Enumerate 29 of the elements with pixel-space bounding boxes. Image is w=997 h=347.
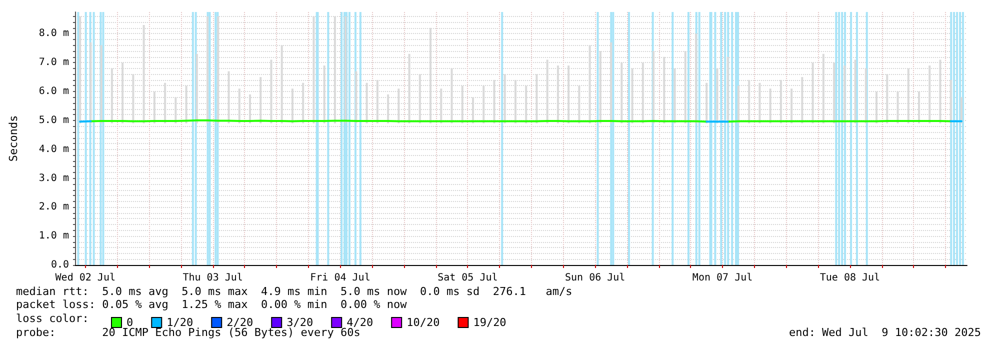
x-tick-label: Wed 02 Jul (55, 272, 116, 284)
x-tick-label: Tue 08 Jul (820, 272, 880, 284)
legend-label: 4/20 (346, 316, 374, 329)
x-tick-label: Sun 06 Jul (565, 272, 626, 284)
y-tick-label: 1.0 m (38, 230, 69, 242)
y-tick-label: 8.0 m (38, 28, 69, 40)
x-tick-label: Fri 04 Jul (310, 272, 370, 284)
legend-label: 2/20 (226, 316, 254, 329)
y-tick-label: 5.0 m (38, 114, 69, 126)
text: packet loss: 0.05 % avg 1.25 % max 0.00 % min 0.00 % now (16, 298, 408, 311)
legend-label: 1/20 (166, 316, 194, 329)
legend-title: loss color: (16, 312, 89, 325)
y-tick-label: 2.0 m (38, 202, 69, 213)
legend-label: 0 (126, 316, 134, 329)
y-tick-label: 7.0 m (38, 57, 69, 68)
y-tick-label: 4.0 m (38, 144, 69, 155)
text: median rtt: 5.0 ms avg 5.0 ms max 4.9 ms min 5.0 ms now 0.0 ms sd 276.1 am/s (16, 285, 572, 298)
y-tick-label: 0.0 (50, 260, 69, 270)
y-tick-label: 3.0 m (38, 172, 69, 184)
x-tick-label: Mon 07 Jul (692, 272, 753, 284)
text: probe: 20 ICMP Echo Pings (56 Bytes) every 60s (16, 326, 360, 339)
y-axis-title: Seconds (7, 115, 20, 162)
legend-label: 10/20 (406, 316, 440, 329)
legend-label: 3/20 (286, 316, 314, 329)
legend-label: 19/20 (473, 316, 506, 329)
x-tick-label: Sat 05 Jul (438, 272, 498, 284)
text: end: Wed Jul 9 10:02:30 2025 (788, 326, 982, 339)
y-tick-label: 6.0 m (38, 86, 69, 98)
x-tick-label: Thu 03 Jul (182, 272, 243, 284)
